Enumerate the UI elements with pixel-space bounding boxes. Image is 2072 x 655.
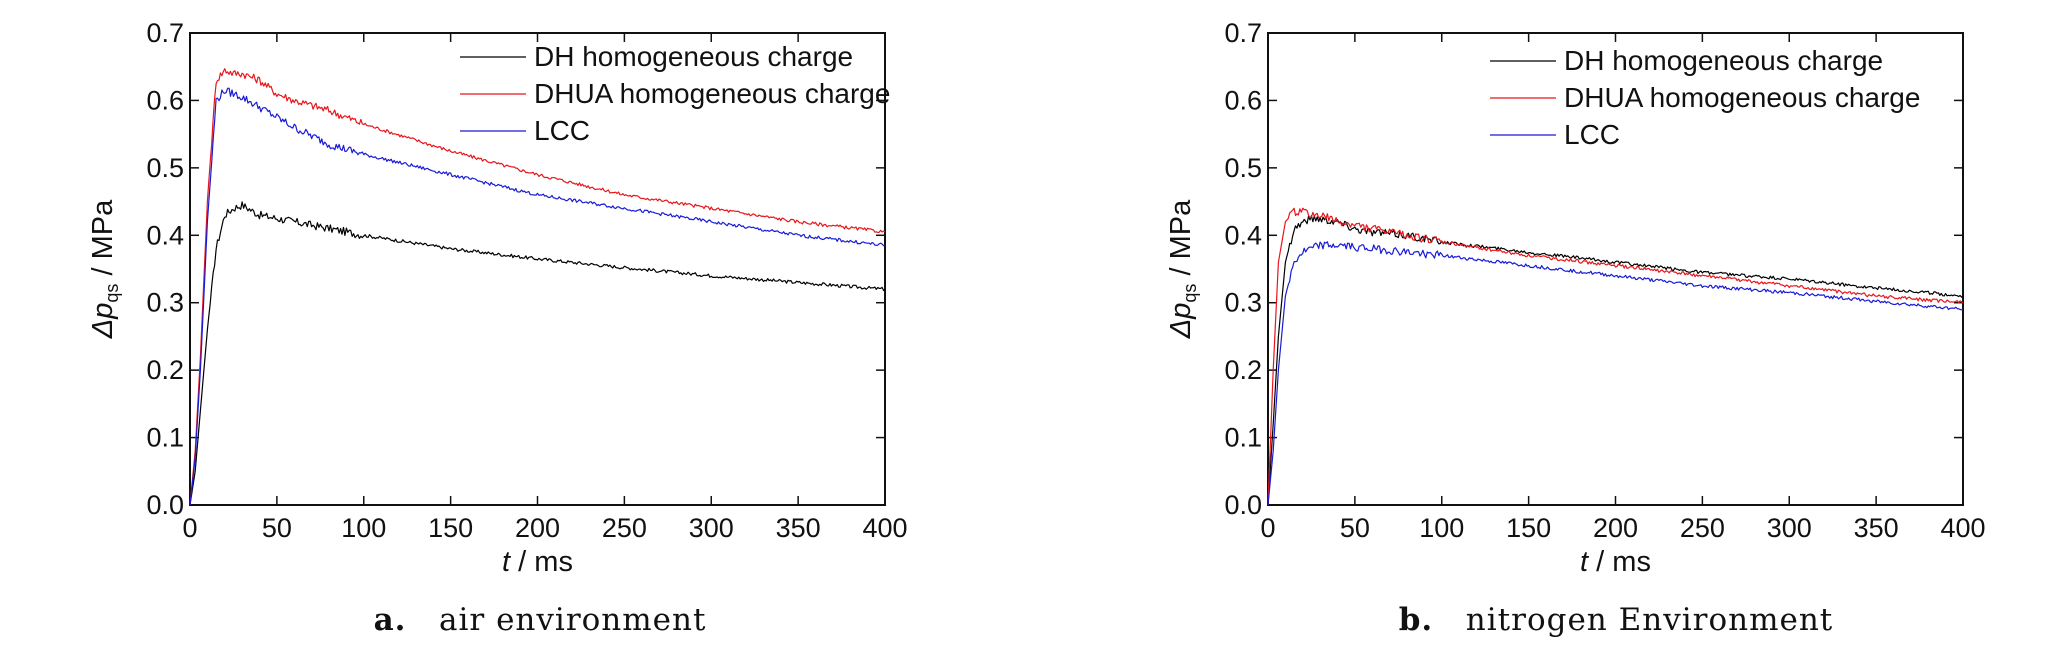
y-tick-label: 0.2 (146, 355, 184, 385)
x-axis-label: t / ms (502, 546, 573, 578)
y-tick-label: 0.6 (1224, 85, 1262, 115)
y-tick-label: 0.5 (146, 153, 184, 183)
x-tick-label: 150 (1506, 513, 1551, 543)
x-axis-label-unit: / ms (1588, 546, 1651, 578)
x-axis-label: t / ms (1580, 546, 1651, 578)
caption-space (406, 602, 439, 638)
x-tick-label: 400 (1940, 513, 1985, 543)
caption-letter: a. (374, 602, 407, 638)
y-tick-label: 0.6 (146, 85, 184, 115)
legend-label: DH homogeneous charge (534, 41, 853, 72)
x-tick-label: 0 (1260, 513, 1275, 543)
y-tick-label: 0.0 (1224, 490, 1262, 520)
y-tick-label: 0.1 (1224, 423, 1262, 453)
x-axis-label-var: t (502, 546, 512, 578)
y-tick-label: 0.0 (146, 490, 184, 520)
x-axis-label-var: t (1580, 546, 1590, 578)
y-tick-label: 0.3 (1224, 288, 1262, 318)
y-tick-label: 0.4 (1224, 220, 1262, 250)
panel-caption: a. air environment (374, 602, 707, 638)
x-tick-label: 50 (1340, 513, 1370, 543)
legend-label: DH homogeneous charge (1564, 45, 1883, 76)
y-axis-label-var: p (87, 303, 119, 320)
caption-text: air environment (439, 602, 706, 638)
caption-space (1433, 602, 1466, 638)
caption-letter: b. (1399, 602, 1433, 638)
series-line-dh (1267, 215, 1964, 506)
y-axis-label-delta: Δ (1165, 319, 1197, 339)
x-tick-label: 300 (689, 513, 734, 543)
series-line-dhua (189, 68, 886, 506)
y-tick-label: 0.4 (146, 220, 184, 250)
y-axis-label-delta: Δ (87, 319, 119, 339)
x-tick-label: 200 (515, 513, 560, 543)
legend-label: DHUA homogeneous charge (534, 78, 890, 109)
y-tick-label: 0.7 (146, 18, 184, 48)
x-tick-label: 100 (341, 513, 386, 543)
legend-label: DHUA homogeneous charge (1564, 82, 1920, 113)
series-line-dhua (1267, 207, 1964, 506)
series-line-lcc (189, 87, 886, 506)
x-tick-label: 0 (182, 513, 197, 543)
x-tick-label: 250 (1680, 513, 1725, 543)
y-axis-label-sub: qs (102, 284, 122, 303)
y-axis-label-unit: / MPa (1165, 199, 1197, 284)
legend: DH homogeneous charge DHUA homogeneous ch… (1490, 45, 1920, 150)
panel-caption: b. nitrogen Environment (1399, 602, 1834, 638)
x-tick-label: 350 (776, 513, 821, 543)
x-axis-label-unit: / ms (510, 546, 573, 578)
y-axis-label: Δpqs / MPa (1165, 199, 1200, 339)
y-axis-label-unit: / MPa (87, 199, 119, 284)
y-tick-label: 0.5 (1224, 153, 1262, 183)
series-line-lcc (1267, 241, 1964, 506)
y-tick-label: 0.2 (1224, 355, 1262, 385)
series-line-dh (189, 201, 886, 506)
chart-panel-b: 0 50 100 150 200 250 300 350 400 0.0 0.1 0.2 0.3 0.4 0… (1165, 18, 1986, 638)
x-tick-label: 150 (428, 513, 473, 543)
x-tick-label: 200 (1593, 513, 1638, 543)
legend: DH homogeneous charge DHUA homogeneous ch… (460, 41, 890, 146)
y-tick-label: 0.7 (1224, 18, 1262, 48)
x-tick-label: 250 (602, 513, 647, 543)
chart-panel-a: 0 50 100 150 200 250 300 350 400 0.0 0.1 0.2 0.3 0.4 0… (87, 18, 908, 638)
x-tick-label: 350 (1854, 513, 1899, 543)
y-axis-label-var: p (1165, 303, 1197, 320)
y-tick-label: 0.1 (146, 423, 184, 453)
legend-label: LCC (1564, 119, 1620, 150)
caption-text: nitrogen Environment (1466, 602, 1833, 638)
x-tick-label: 100 (1419, 513, 1464, 543)
x-tick-label: 400 (862, 513, 907, 543)
legend-label: LCC (534, 115, 590, 146)
y-tick-label: 0.3 (146, 288, 184, 318)
x-tick-label: 50 (262, 513, 292, 543)
y-axis-label: Δpqs / MPa (87, 199, 122, 339)
y-axis-label-sub: qs (1180, 284, 1200, 303)
x-tick-label: 300 (1767, 513, 1812, 543)
